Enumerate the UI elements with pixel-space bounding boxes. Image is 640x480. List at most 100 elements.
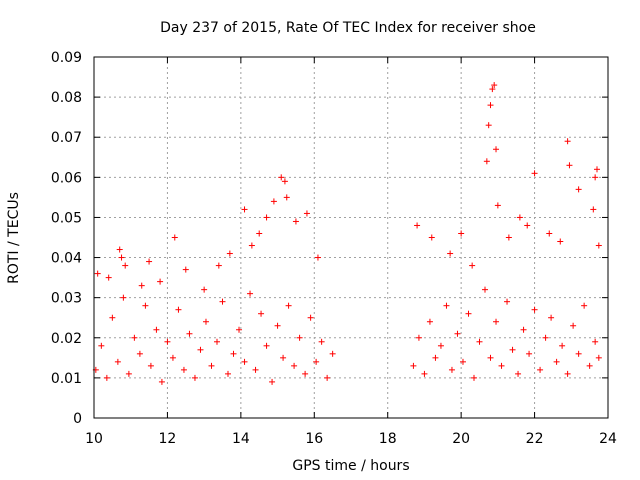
data-point: [191, 374, 198, 381]
data-point: [285, 302, 292, 309]
x-tick-label: 24: [599, 431, 617, 447]
data-point: [575, 186, 582, 193]
plot-frame: [93, 56, 609, 419]
data-point: [524, 222, 531, 229]
data-point: [509, 346, 516, 353]
x-tick-label: 14: [232, 431, 250, 447]
data-point: [236, 326, 243, 333]
data-point: [564, 370, 571, 377]
data-point: [498, 362, 505, 369]
data-point: [313, 358, 320, 365]
x-tick-label: 18: [379, 431, 397, 447]
data-point: [531, 170, 538, 177]
y-tick-label: 0.01: [51, 371, 82, 387]
data-point: [247, 290, 254, 297]
y-tick-label: 0.03: [51, 291, 82, 307]
data-point: [410, 362, 417, 369]
data-point: [303, 210, 310, 217]
data-point: [213, 338, 220, 345]
data-point: [270, 198, 277, 205]
data-point: [296, 334, 303, 341]
data-point: [414, 222, 421, 229]
data-point: [546, 230, 553, 237]
data-point: [548, 314, 555, 321]
data-point: [197, 346, 204, 353]
y-tick-label: 0.07: [51, 130, 82, 146]
data-point: [314, 254, 321, 261]
data-point: [447, 250, 454, 257]
data-point: [505, 234, 512, 241]
data-point: [542, 334, 549, 341]
data-point: [537, 366, 544, 373]
y-tick-label: 0: [73, 411, 82, 427]
data-point: [116, 246, 123, 253]
data-point: [415, 334, 422, 341]
data-point: [516, 214, 523, 221]
data-point: [105, 274, 112, 281]
x-tick-label: 12: [159, 431, 177, 447]
x-axis-ticks: 10 12 14 16 18 20 22 24: [85, 57, 617, 447]
data-point: [226, 250, 233, 257]
data-point: [465, 310, 472, 317]
x-tick-label: 20: [452, 431, 470, 447]
data-point: [157, 278, 164, 285]
data-point: [120, 294, 127, 301]
data-point: [241, 206, 248, 213]
data-point: [570, 322, 577, 329]
data-point: [256, 230, 263, 237]
data-point: [219, 298, 226, 305]
data-point: [437, 342, 444, 349]
grid-lines: [94, 57, 608, 418]
data-point: [248, 242, 255, 249]
data-point: [131, 334, 138, 341]
data-point: [421, 370, 428, 377]
data-point: [164, 338, 171, 345]
y-tick-label: 0.06: [51, 170, 82, 186]
data-point: [281, 178, 288, 185]
data-point: [109, 314, 116, 321]
data-point: [593, 166, 600, 173]
data-point: [202, 318, 209, 325]
data-point: [476, 338, 483, 345]
data-point: [482, 286, 489, 293]
data-point: [454, 330, 461, 337]
y-tick-label: 0.04: [51, 251, 82, 267]
y-axis-ticks: 0 0.01 0.02 0.03 0.04 0.05 0.06 0.07 0.08 0.09: [51, 50, 608, 427]
data-point: [564, 138, 571, 145]
data-point: [278, 174, 285, 181]
data-point: [487, 354, 494, 361]
data-point: [428, 234, 435, 241]
data-point: [171, 234, 178, 241]
data-point: [103, 374, 110, 381]
data-point: [201, 286, 208, 293]
data-point: [581, 302, 588, 309]
data-point: [470, 374, 477, 381]
data-point: [182, 266, 189, 273]
data-point: [469, 262, 476, 269]
data-point: [520, 326, 527, 333]
x-tick-label: 16: [305, 431, 323, 447]
data-point: [329, 350, 336, 357]
data-point: [592, 174, 599, 181]
data-point: [269, 378, 276, 385]
data-point: [153, 326, 160, 333]
data-point: [586, 362, 593, 369]
data-point: [241, 358, 248, 365]
data-point: [98, 342, 105, 349]
data-point: [136, 350, 143, 357]
data-point: [230, 350, 237, 357]
data-point: [595, 354, 602, 361]
data-point: [114, 358, 121, 365]
data-point: [186, 330, 193, 337]
y-axis-label: ROTI / TECUs: [6, 192, 22, 284]
data-point: [292, 218, 299, 225]
data-point: [590, 206, 597, 213]
data-point: [515, 370, 522, 377]
x-tick-label: 10: [85, 431, 103, 447]
x-tick-label: 22: [526, 431, 544, 447]
data-point: [426, 318, 433, 325]
data-point: [553, 358, 560, 365]
data-point: [142, 302, 149, 309]
data-point: [208, 362, 215, 369]
